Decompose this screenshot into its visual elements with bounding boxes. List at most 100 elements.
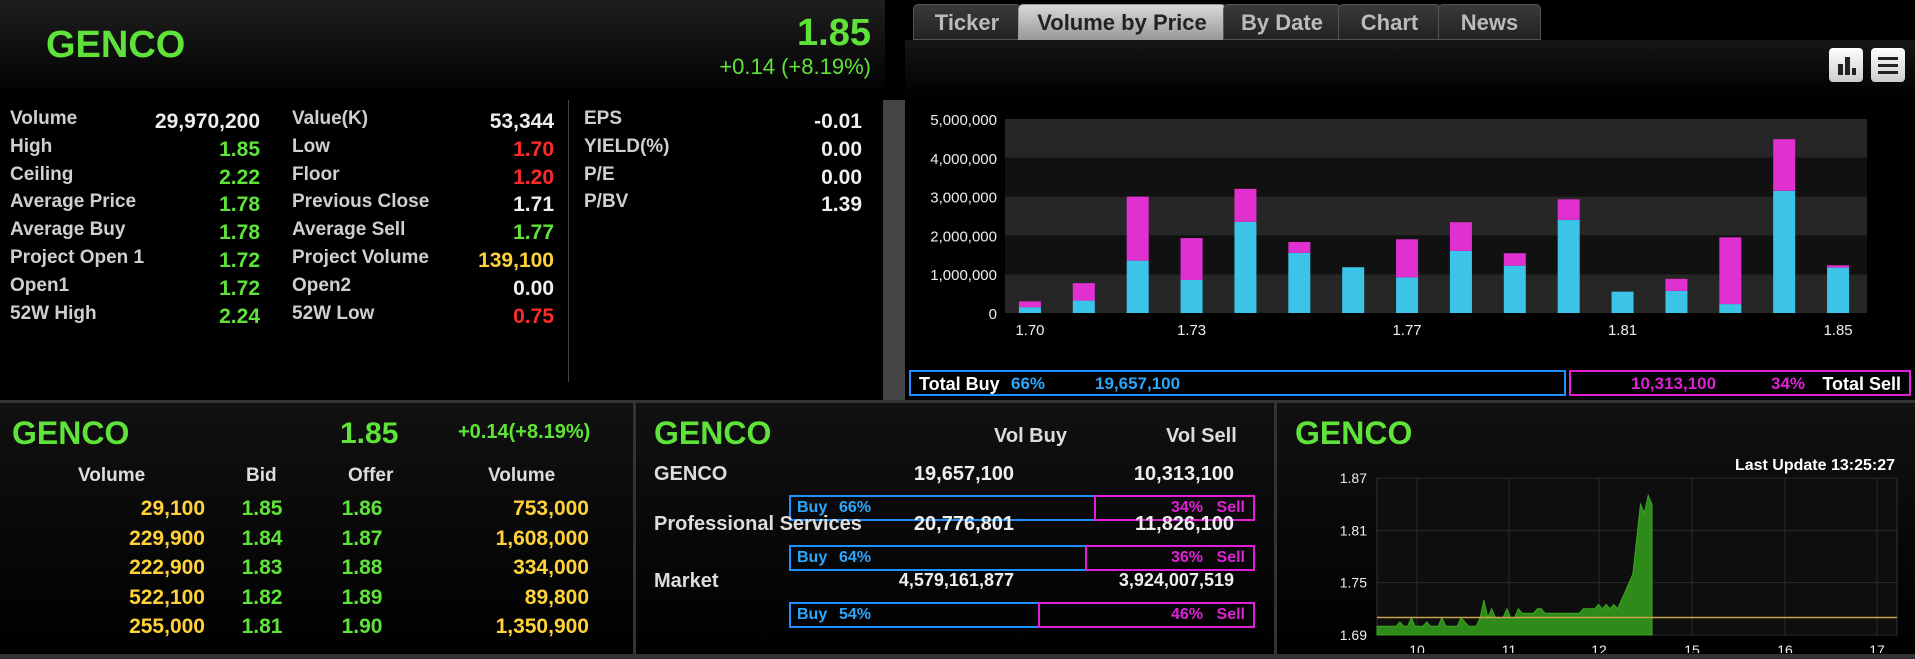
offer-volume[interactable]: 1,608,000 xyxy=(495,526,589,550)
sell-label: Sell xyxy=(1216,549,1245,566)
sell-bar xyxy=(1665,278,1688,291)
tab-news[interactable]: News xyxy=(1438,4,1541,40)
total-sell-box: 10,313,100 34% Total Sell xyxy=(1569,370,1911,396)
last-update: Last Update 13:25:27 xyxy=(1734,457,1895,474)
bid-offer-panel: GENCO 1.85 +0.14(+8.19%) Volume Bid Offe… xyxy=(0,403,633,654)
sell-segment: 36% Sell xyxy=(1084,545,1255,571)
intraday-symbol: GENCO xyxy=(1295,415,1413,451)
bid-volume[interactable]: 222,900 xyxy=(129,556,205,579)
x-tick-label: 1.70 xyxy=(1015,322,1044,339)
offer-volume[interactable]: 334,000 xyxy=(513,556,589,579)
x-tick-label: 10 xyxy=(1409,642,1425,653)
compare-vol-sell: 11,826,100 xyxy=(1135,513,1234,535)
bid-volume[interactable]: 229,900 xyxy=(129,526,205,550)
bid-header: Bid xyxy=(246,465,277,486)
bid-price[interactable]: 1.85 xyxy=(241,497,283,520)
compare-vol-sell: 3,924,007,519 xyxy=(1118,570,1234,590)
buy-bar xyxy=(1719,304,1742,313)
stat-label: YIELD(%) xyxy=(584,135,670,157)
bid-volume[interactable]: 522,100 xyxy=(129,585,205,609)
y-tick-label: 3,000,000 xyxy=(930,190,997,207)
offer-volume[interactable]: 1,350,900 xyxy=(495,615,589,638)
stat-value: 1.20 xyxy=(513,165,554,189)
stats-panel: Volume 29,970,200 High 1.85 Ceiling 2.22 Avera… xyxy=(0,98,905,400)
total-sell-pct: 34% xyxy=(1771,374,1806,393)
intraday-chart: 1.87 1.81 1.75 1.69 10 11 12 15 16 17 xyxy=(1340,470,1898,653)
compare-vol-buy: 4,579,161,877 xyxy=(898,570,1014,590)
menu-icon xyxy=(1878,57,1898,74)
x-tick-label: 17 xyxy=(1869,642,1885,653)
offer-volume-header: Volume xyxy=(488,465,556,486)
compare-name: Market xyxy=(654,570,719,592)
compare-vol-buy: 20,776,801 xyxy=(913,513,1014,535)
stat-value: 0.00 xyxy=(821,165,862,189)
buy-pct: 64% xyxy=(839,549,872,566)
x-tick-label: 16 xyxy=(1777,642,1793,653)
stat-value: 0.75 xyxy=(513,304,554,328)
stat-label: P/E xyxy=(584,163,615,185)
stat-label: 52W Low xyxy=(292,302,375,324)
stat-label: P/BV xyxy=(584,191,629,213)
tab-by-date[interactable]: By Date xyxy=(1223,4,1341,40)
x-tick-label: 1.85 xyxy=(1823,322,1852,339)
offer-volume[interactable]: 753,000 xyxy=(513,497,589,520)
tab-volume-by-price[interactable]: Volume by Price xyxy=(1018,4,1226,40)
buy-sell-compare-panel: GENCO Vol Buy Vol Sell GENCO 19,657,100 10… xyxy=(636,403,1274,654)
sell-bar xyxy=(1234,188,1257,222)
buy-bar xyxy=(1396,277,1419,313)
buy-bar xyxy=(1234,221,1257,313)
offer-price[interactable]: 1.90 xyxy=(341,615,383,638)
offer-price[interactable]: 1.87 xyxy=(341,526,383,550)
tab-bar: Ticker Volume by Price By Date Chart New… xyxy=(905,0,1915,40)
stat-value: 1.71 xyxy=(513,193,554,217)
vol-sell-header: Vol Sell xyxy=(1166,425,1237,447)
tab-chart[interactable]: Chart xyxy=(1338,4,1441,40)
sell-bar xyxy=(1773,139,1796,191)
buy-bar xyxy=(1665,290,1688,313)
bid-volume[interactable]: 255,000 xyxy=(129,615,205,638)
offer-volume[interactable]: 89,800 xyxy=(524,585,589,609)
stats-scrollbar[interactable] xyxy=(883,100,905,400)
bid-volume-header: Volume xyxy=(78,465,146,486)
stat-value: 1.78 xyxy=(219,193,260,217)
total-sell-volume: 10,313,100 xyxy=(1631,374,1717,393)
bar-chart-icon xyxy=(1838,57,1856,75)
bid-price[interactable]: 1.84 xyxy=(241,526,283,550)
bid-price[interactable]: 1.83 xyxy=(241,556,283,579)
stat-label: Open2 xyxy=(292,274,352,296)
sell-pct: 34% xyxy=(1170,499,1203,516)
bid-volume[interactable]: 29,100 xyxy=(140,497,205,520)
bid-price[interactable]: 1.82 xyxy=(241,585,283,609)
stat-value: 139,100 xyxy=(478,249,554,272)
buy-label: Buy xyxy=(797,499,828,516)
buy-bar xyxy=(1342,267,1365,313)
stat-value: 1.72 xyxy=(219,276,260,300)
offer-price[interactable]: 1.89 xyxy=(341,585,383,609)
sell-bar xyxy=(1180,238,1203,281)
stat-label: 52W High xyxy=(10,302,97,324)
bar-chart-toggle[interactable] xyxy=(1829,48,1863,82)
volume-by-price-panel: 0 1,000,000 2,000,000 3,000,000 4,000,000 5,0… xyxy=(905,40,1915,402)
buy-bar xyxy=(1827,267,1850,313)
quote-header: GENCO 1.85 +0.14 (+8.19%) xyxy=(0,0,885,96)
sell-bar xyxy=(1719,237,1742,305)
offer-price[interactable]: 1.88 xyxy=(341,556,383,579)
y-tick-label: 1.87 xyxy=(1340,470,1367,486)
offer-price[interactable]: 1.86 xyxy=(341,497,383,520)
stat-value: 0.00 xyxy=(821,137,862,161)
stat-label: Project Open 1 xyxy=(10,247,145,268)
section-separator xyxy=(0,400,1915,403)
stat-label: Ceiling xyxy=(10,163,74,185)
sell-pct: 36% xyxy=(1170,549,1203,566)
bid-price[interactable]: 1.81 xyxy=(241,615,283,638)
buy-bar xyxy=(1503,265,1526,313)
total-buy-label: Total Buy xyxy=(919,374,1000,394)
menu-button[interactable] xyxy=(1871,48,1905,82)
total-buy-pct: 66% xyxy=(1011,374,1046,393)
bid-offer-change: +0.14(+8.19%) xyxy=(458,421,591,443)
x-tick-label: 1.81 xyxy=(1608,322,1637,339)
x-tick-label: 11 xyxy=(1502,642,1517,653)
tab-ticker[interactable]: Ticker xyxy=(913,4,1021,40)
stat-label: Low xyxy=(292,135,330,157)
sell-bar xyxy=(1072,283,1095,301)
